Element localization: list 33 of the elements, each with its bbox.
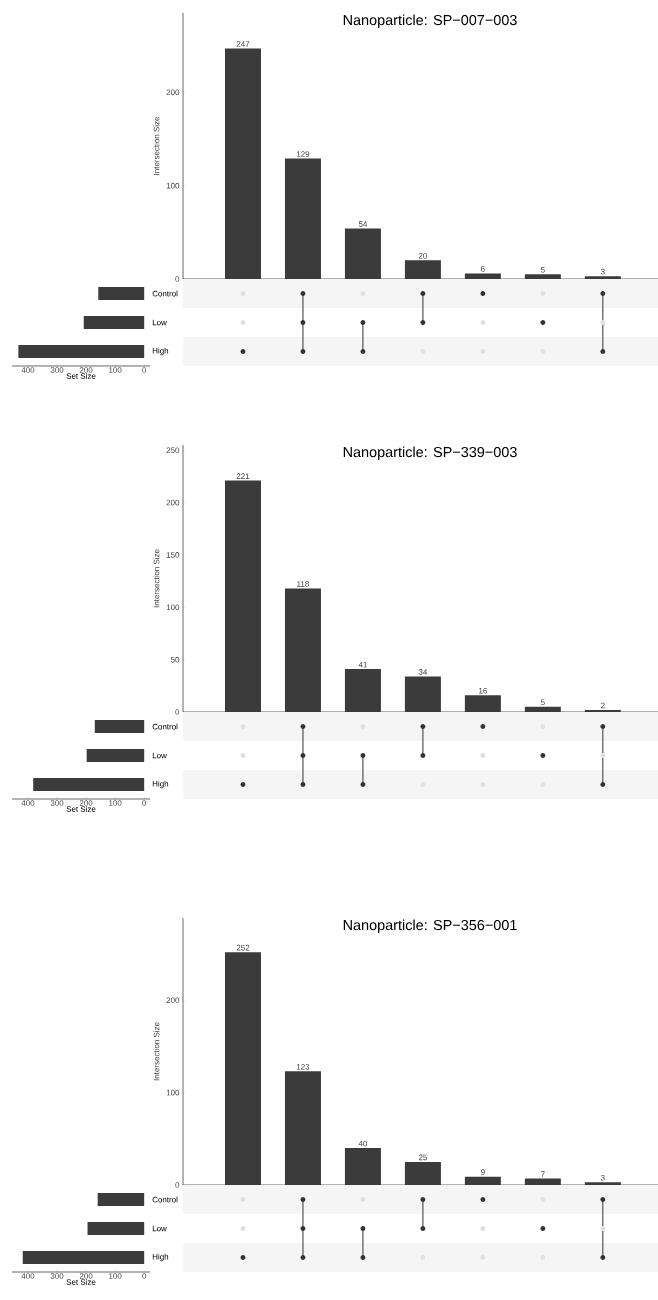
chart-title: Nanoparticle: SP−356−001 xyxy=(343,919,517,934)
bar xyxy=(94,719,145,733)
bar xyxy=(524,706,561,712)
chart-title: Nanoparticle: SP−339−003 xyxy=(343,446,517,461)
bar xyxy=(284,588,321,712)
bar xyxy=(404,676,441,712)
bar xyxy=(18,344,145,358)
bar xyxy=(584,709,621,712)
bar xyxy=(344,669,381,712)
bar xyxy=(224,48,261,279)
bar xyxy=(584,276,621,279)
bar xyxy=(584,1182,621,1185)
bar xyxy=(98,286,145,300)
bar xyxy=(22,1251,145,1264)
bar xyxy=(97,1193,145,1206)
bar xyxy=(284,158,321,279)
bar xyxy=(524,1178,561,1185)
bar xyxy=(33,777,145,791)
bar xyxy=(464,1176,501,1185)
bar xyxy=(404,1161,441,1185)
bar xyxy=(224,480,261,712)
bar xyxy=(524,274,561,279)
bar xyxy=(83,315,145,329)
bar xyxy=(344,1148,381,1185)
bar xyxy=(464,273,501,279)
bar xyxy=(344,228,381,279)
bar xyxy=(284,1071,321,1185)
bar xyxy=(464,695,501,712)
chart-title: Nanoparticle: SP−007−003 xyxy=(343,14,517,28)
bar xyxy=(224,952,261,1185)
bar xyxy=(87,1222,145,1235)
bar xyxy=(404,260,441,279)
bar xyxy=(86,748,145,762)
